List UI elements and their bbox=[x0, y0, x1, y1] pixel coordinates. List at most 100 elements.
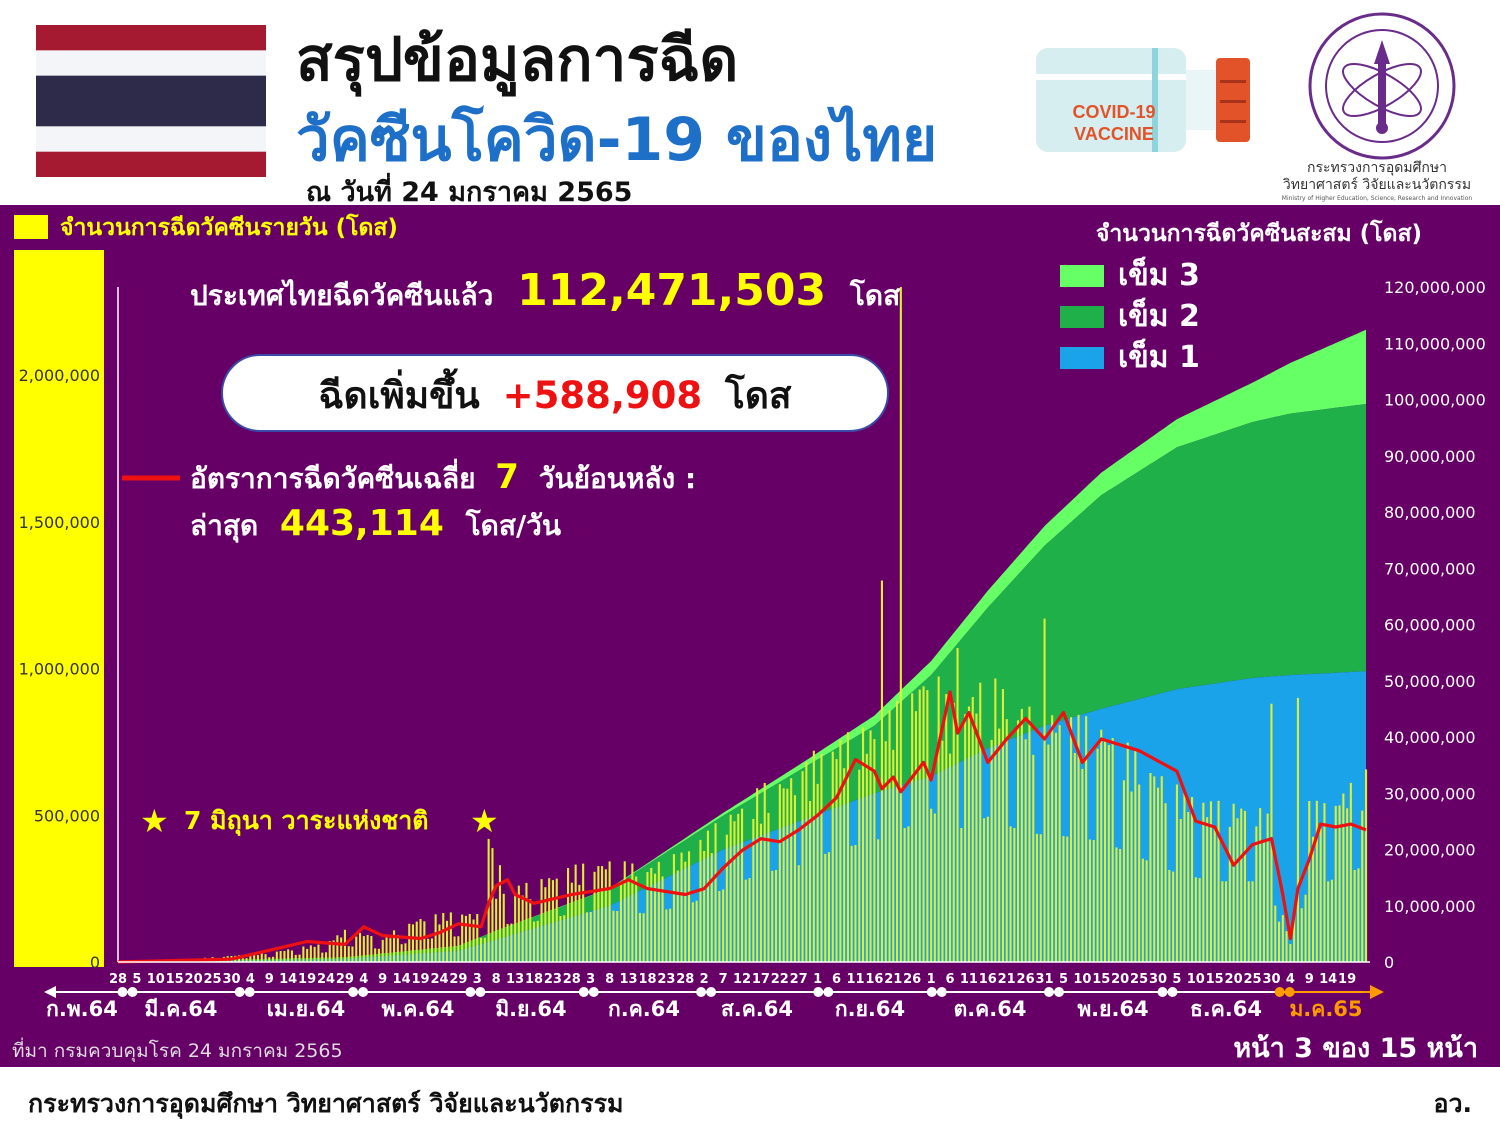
daily-bar bbox=[457, 936, 460, 962]
thai-flag-icon bbox=[36, 25, 266, 177]
daily-bar bbox=[1032, 754, 1035, 962]
daily-bar bbox=[359, 932, 362, 962]
daily-bar bbox=[1172, 871, 1175, 962]
daily-bar bbox=[464, 915, 467, 962]
month-separator-dot bbox=[244, 987, 255, 997]
daily-bar bbox=[1104, 741, 1107, 962]
avg-days: 7 bbox=[495, 457, 519, 497]
daily-bar bbox=[930, 808, 933, 962]
day-tick-label: 7 bbox=[719, 972, 728, 987]
month-separator-dot bbox=[578, 987, 589, 997]
daily-bar bbox=[812, 750, 815, 962]
daily-bar bbox=[1225, 881, 1228, 962]
daily-bar bbox=[756, 788, 759, 962]
day-tick-label: 12 bbox=[733, 972, 751, 987]
left-tick-label: 2,000,000 bbox=[19, 366, 100, 385]
daily-bar bbox=[340, 937, 343, 962]
daily-bar bbox=[601, 866, 604, 962]
daily-bar bbox=[892, 749, 895, 962]
daily-bar bbox=[983, 818, 986, 962]
daily-bar bbox=[865, 753, 868, 962]
daily-bar bbox=[1100, 729, 1103, 962]
daily-bar bbox=[1164, 803, 1167, 962]
total-doses-value: 112,471,503 bbox=[517, 265, 826, 316]
daily-bar bbox=[495, 898, 498, 962]
footer-ministry: กระทรวงการอุดมศึกษา วิทยาศาสตร์ วิจัยและ… bbox=[28, 1089, 624, 1118]
daily-bar bbox=[1209, 801, 1212, 962]
daily-bar bbox=[1300, 908, 1303, 962]
daily-bar bbox=[396, 935, 399, 962]
daily-bar bbox=[612, 910, 615, 962]
daily-bar bbox=[411, 924, 414, 962]
daily-bar bbox=[408, 923, 411, 962]
daily-bar bbox=[294, 954, 297, 962]
day-tick-label: 15 bbox=[1206, 972, 1224, 987]
latest-value: 443,114 bbox=[280, 503, 444, 544]
day-tick-label: 31 bbox=[1035, 972, 1053, 987]
daily-bar bbox=[1278, 921, 1281, 962]
total-doses-unit: โดส bbox=[849, 278, 901, 312]
increase-text: ฉีดเพิ่มขึ้น +588,908 โดส bbox=[318, 368, 791, 417]
daily-bar bbox=[688, 851, 691, 962]
avg-suffix: วันย้อนหลัง : bbox=[539, 462, 696, 495]
day-tick-label: 8 bbox=[492, 972, 501, 987]
daily-bar bbox=[714, 823, 717, 962]
daily-bar bbox=[419, 919, 422, 962]
daily-bar bbox=[771, 870, 774, 962]
avg-line-group bbox=[117, 690, 1367, 964]
page-title-line2: วัคซีนโควิด-19 ของไทย bbox=[296, 105, 938, 175]
daily-bar bbox=[1327, 881, 1330, 962]
daily-bar bbox=[1296, 697, 1299, 962]
latest-label: ล่าสุด bbox=[190, 509, 258, 543]
daily-bar bbox=[423, 921, 426, 962]
daily-bar bbox=[480, 937, 483, 962]
daily-bar bbox=[627, 881, 630, 962]
daily-bar bbox=[998, 728, 1001, 962]
daily-bar bbox=[1281, 915, 1284, 962]
right-axis-title: จำนวนการฉีดวัคซีนสะสม (โดส) bbox=[1096, 219, 1422, 247]
day-tick-label: 5 bbox=[132, 972, 141, 987]
daily-bar bbox=[1107, 745, 1110, 962]
daily-bar bbox=[393, 930, 396, 962]
daily-bar bbox=[1187, 812, 1190, 962]
daily-bar bbox=[778, 784, 781, 962]
day-tick-label: 9 bbox=[378, 972, 387, 987]
left-axis-band bbox=[14, 250, 104, 967]
daily-bar bbox=[635, 876, 638, 962]
daily-bars bbox=[117, 287, 1368, 962]
daily-bar bbox=[1138, 784, 1141, 962]
vaccine-bottle-icon: COVID-19 VACCINE bbox=[1036, 48, 1250, 152]
daily-bar bbox=[1357, 868, 1360, 962]
daily-bar bbox=[1312, 836, 1315, 962]
legend-label-dose3: เข็ม 3 bbox=[1118, 256, 1200, 293]
area-dose2 bbox=[118, 404, 1366, 962]
daily-bar bbox=[1149, 773, 1152, 962]
day-tick-label: 5 bbox=[1172, 972, 1181, 987]
daily-bar bbox=[1183, 789, 1186, 962]
daily-bar bbox=[1096, 748, 1099, 962]
daily-bar bbox=[858, 769, 861, 962]
daily-bar bbox=[1141, 858, 1144, 962]
daily-bar bbox=[1077, 714, 1080, 962]
daily-bar bbox=[366, 935, 369, 962]
daily-bar bbox=[960, 828, 963, 962]
ministry-name-th: กระทรวงการอุดมศึกษา วิทยาศาสตร์ วิจัยและ… bbox=[1262, 160, 1492, 194]
left-axis-ticks: 0 500,000 1,000,000 1,500,000 2,000,000 bbox=[19, 366, 100, 972]
daily-bar bbox=[377, 948, 380, 962]
ministry-name-th-line2: วิทยาศาสตร์ วิจัยและนวัตกรรม bbox=[1282, 177, 1472, 193]
daily-bar bbox=[555, 878, 558, 962]
daily-bar bbox=[1304, 894, 1307, 962]
daily-bar bbox=[1070, 717, 1073, 962]
daily-legend-swatch bbox=[14, 215, 48, 239]
month-separator-dot bbox=[117, 987, 128, 997]
daily-bar bbox=[309, 945, 312, 962]
daily-bar bbox=[551, 880, 554, 962]
daily-bar bbox=[1353, 870, 1356, 962]
day-tick-label: 9 bbox=[265, 972, 274, 987]
daily-bar bbox=[680, 852, 683, 962]
daily-bar bbox=[385, 934, 388, 962]
increase-prefix: ฉีดเพิ่มขึ้น bbox=[318, 368, 479, 417]
daily-bar bbox=[631, 863, 634, 962]
month-label: พ.ย.64 bbox=[1077, 997, 1148, 1021]
daily-bar bbox=[241, 958, 244, 962]
